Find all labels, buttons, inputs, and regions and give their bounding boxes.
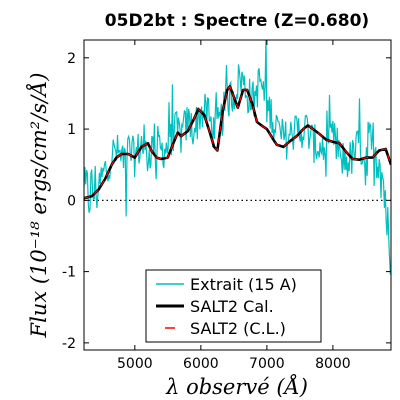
y-tick-label: -1 <box>62 265 76 281</box>
y-tick-label: -2 <box>62 336 76 352</box>
y-axis-label: Flux (10⁻¹⁸ ergs/cm²/s/Å) <box>26 73 51 339</box>
x-tick-label: 8000 <box>315 356 351 372</box>
y-tick-label: 2 <box>67 51 76 67</box>
x-tick-label: 7000 <box>249 356 285 372</box>
legend-label-salt2-cl: SALT2 (C.L.) <box>190 319 286 338</box>
y-tick-label: 1 <box>67 122 76 138</box>
plot-area <box>84 40 391 275</box>
x-tick-label: 5000 <box>117 356 153 372</box>
axes-layer: 5000 6000 7000 8000 -2 -1 0 1 2 <box>62 39 392 372</box>
legend: Extrait (15 A) SALT2 Cal. SALT2 (C.L.) <box>145 269 322 343</box>
y-tick-label: 0 <box>67 193 76 209</box>
series-salt2-cl-line <box>84 85 391 199</box>
chart-title: 05D2bt : Spectre (Z=0.680) <box>105 11 369 31</box>
legend-label-extrait: Extrait (15 A) <box>190 275 297 294</box>
plot-frame <box>83 39 392 351</box>
data-layer <box>84 40 391 275</box>
x-axis-label: λ observé (Å) <box>165 374 308 399</box>
x-tick-label: 6000 <box>183 356 219 372</box>
legend-label-salt2-cal: SALT2 Cal. <box>190 297 274 316</box>
